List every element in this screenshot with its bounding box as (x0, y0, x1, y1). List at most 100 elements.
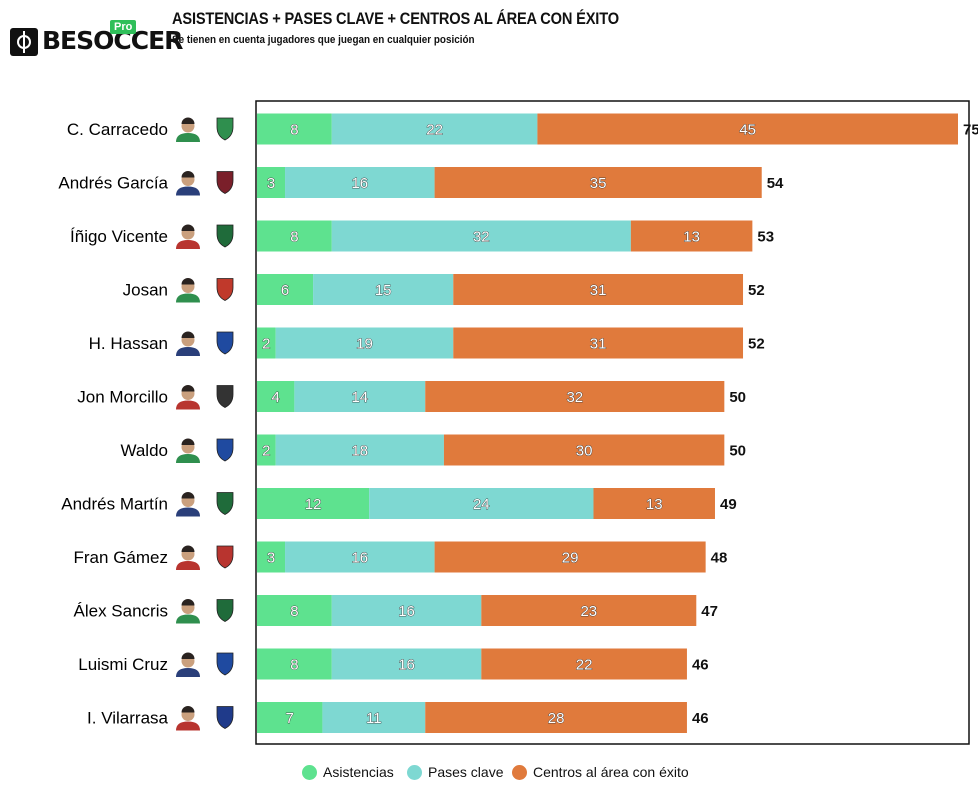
player-avatar-icon (176, 224, 200, 249)
segment-value-asistencias: 8 (290, 657, 298, 674)
player-name-andres-garcia: Andrés García (58, 174, 168, 193)
segment-value-asistencias: 8 (290, 229, 298, 246)
total-value-h-hassan: 52 (748, 336, 765, 353)
segment-value-centros: 30 (576, 443, 593, 460)
legend-item-asistencias: Asistencias (302, 760, 394, 784)
segment-value-pases-clave: 19 (356, 336, 373, 353)
player-avatar-icon (176, 331, 200, 356)
plot-frame (255, 100, 970, 745)
segment-value-asistencias: 4 (272, 389, 280, 406)
segment-value-asistencias: 12 (305, 496, 322, 513)
segment-value-centros: 31 (590, 336, 607, 353)
bar-segment-pases-clave (285, 541, 435, 573)
segment-value-pases-clave: 24 (473, 496, 490, 513)
club-crest-icon (216, 652, 234, 676)
chart-subtitle: Se tienen en cuenta jugadores que juegan… (172, 34, 475, 46)
besoccer-logo[interactable]: BESOCCER Pro (10, 20, 183, 62)
legend-swatch-asistencias (302, 764, 317, 780)
total-value-waldo: 50 (729, 443, 746, 460)
total-value-i-vilarrasa: 46 (692, 710, 709, 727)
total-value-fran-gamez: 48 (711, 550, 728, 567)
bar-segment-asistencias (257, 702, 323, 733)
bar-segment-centros (434, 541, 706, 573)
bar-row-waldo: Waldo 2 18 30 50 (120, 434, 746, 466)
bar-segment-pases-clave (322, 702, 426, 733)
bar-row-i-vilarrasa: I. Vilarrasa 7 11 28 46 (87, 702, 709, 733)
besoccer-logo-icon (10, 28, 38, 56)
player-name-andres-martin: Andrés Martín (61, 495, 168, 514)
bar-row-josan: Josan 6 15 31 52 (123, 274, 765, 305)
bar-segment-pases-clave (275, 434, 444, 466)
segment-value-pases-clave: 18 (351, 443, 368, 460)
segment-value-pases-clave: 16 (351, 175, 368, 192)
player-name-h-hassan: H. Hassan (89, 334, 168, 353)
club-crest-icon (216, 492, 234, 515)
player-avatar-icon (176, 492, 200, 517)
club-crest-icon (216, 545, 234, 569)
bar-segment-centros (443, 434, 725, 466)
bar-segment-centros (453, 327, 744, 359)
legend-label-centros: Centros al área con éxito (533, 764, 689, 780)
bar-segment-centros (481, 595, 697, 626)
legend-item-centros: Centros al área con éxito (512, 760, 689, 784)
segment-value-centros: 23 (580, 603, 597, 620)
bar-segment-asistencias (257, 381, 295, 412)
player-name-i-vilarrasa: I. Vilarrasa (87, 709, 168, 728)
segment-value-centros: 35 (590, 175, 607, 192)
segment-value-asistencias: 6 (281, 282, 289, 299)
bar-segment-centros (593, 488, 715, 519)
club-crest-icon (216, 599, 234, 622)
chart-title: ASISTENCIAS + PASES CLAVE + CENTROS AL Á… (172, 9, 619, 28)
player-avatar-icon (176, 438, 200, 463)
player-name-c-carracedo: C. Carracedo (67, 120, 168, 139)
bar-segment-centros (425, 381, 725, 412)
bar-segment-asistencias (257, 434, 276, 466)
segment-value-centros: 31 (590, 282, 607, 299)
segment-value-asistencias: 3 (267, 550, 275, 567)
bar-segment-asistencias (257, 488, 370, 519)
club-crest-icon (216, 278, 234, 301)
player-name-josan: Josan (123, 281, 168, 300)
segment-value-pases-clave: 16 (398, 657, 415, 674)
player-avatar-icon (176, 599, 200, 624)
player-avatar-icon (176, 171, 200, 196)
player-avatar-icon (176, 117, 200, 142)
legend-label-pases-clave: Pases clave (428, 764, 504, 780)
club-crest-icon (216, 706, 234, 729)
legend-swatch-centros (512, 764, 527, 780)
bar-segment-pases-clave (331, 220, 631, 252)
club-crest-icon (216, 331, 234, 355)
segment-value-pases-clave: 22 (426, 122, 443, 139)
club-crest-icon (216, 385, 234, 408)
player-avatar-icon (176, 545, 200, 570)
segment-value-pases-clave: 32 (473, 229, 490, 246)
total-value-luismi-cruz: 46 (692, 657, 709, 674)
player-name-luismi-cruz: Luismi Cruz (78, 655, 168, 674)
bar-segment-centros (537, 113, 958, 145)
bar-row-andres-martin: Andrés Martín 12 24 13 49 (61, 488, 737, 519)
bar-segment-asistencias (257, 648, 332, 680)
segment-value-pases-clave: 11 (366, 710, 382, 727)
bar-row-andres-garcia: Andrés García 3 16 35 54 (58, 167, 784, 198)
club-crest-icon (216, 224, 234, 248)
segment-value-pases-clave: 15 (375, 282, 392, 299)
bar-segment-pases-clave (331, 113, 538, 145)
player-avatar-icon (176, 706, 200, 731)
total-value-andres-garcia: 54 (767, 175, 784, 192)
pro-badge: Pro (110, 20, 137, 34)
total-value-jon-morcillo: 50 (729, 389, 746, 406)
bar-segment-pases-clave (369, 488, 594, 519)
legend-label-asistencias: Asistencias (323, 764, 394, 780)
player-avatar-icon (176, 385, 200, 410)
segment-value-centros: 28 (548, 710, 565, 727)
bar-segment-centros (481, 648, 687, 680)
player-avatar-icon (176, 278, 200, 303)
bar-segment-asistencias (257, 595, 332, 626)
player-name-waldo: Waldo (120, 441, 168, 460)
total-value-josan: 52 (748, 282, 765, 299)
club-crest-icon (216, 117, 234, 141)
segment-value-pases-clave: 16 (351, 550, 368, 567)
segment-value-centros: 13 (683, 229, 700, 246)
bar-segment-centros (453, 274, 744, 305)
